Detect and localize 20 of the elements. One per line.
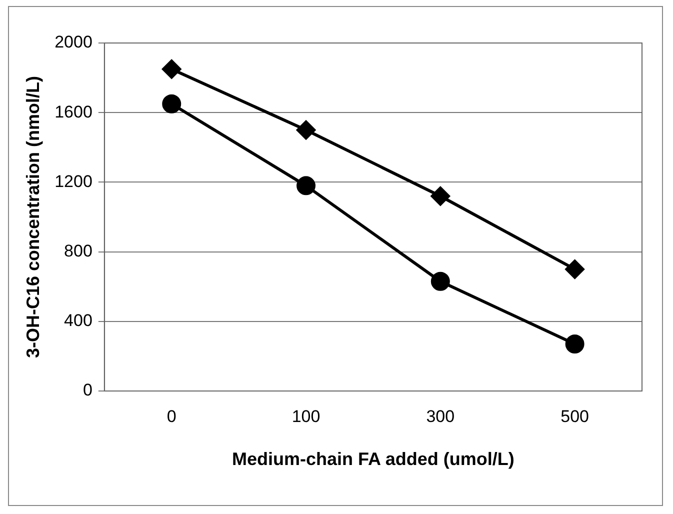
point <box>565 260 584 279</box>
y-tick-label: 0 <box>82 380 92 400</box>
x-tick-label: 300 <box>426 406 455 426</box>
x-tick-label: 100 <box>292 406 320 426</box>
y-tick-label: 1600 <box>54 102 92 122</box>
point <box>296 120 316 140</box>
y-axis-title: 3-OH-C16 concentration (nmol/L) <box>22 76 43 358</box>
point <box>162 94 182 114</box>
point <box>430 272 450 291</box>
point <box>565 334 584 354</box>
x-tick-label: 500 <box>560 406 589 426</box>
y-tick-label: 800 <box>64 241 92 260</box>
point <box>296 176 316 196</box>
y-tick-label: 400 <box>64 311 92 330</box>
y-tick-label: 1200 <box>54 172 92 191</box>
point <box>162 60 182 79</box>
x-tick-label: 0 <box>166 406 176 426</box>
y-tick-label: 2000 <box>54 32 92 52</box>
point <box>430 186 450 206</box>
x-axis-title: Medium-chain FA added (umol/L) <box>232 449 514 470</box>
